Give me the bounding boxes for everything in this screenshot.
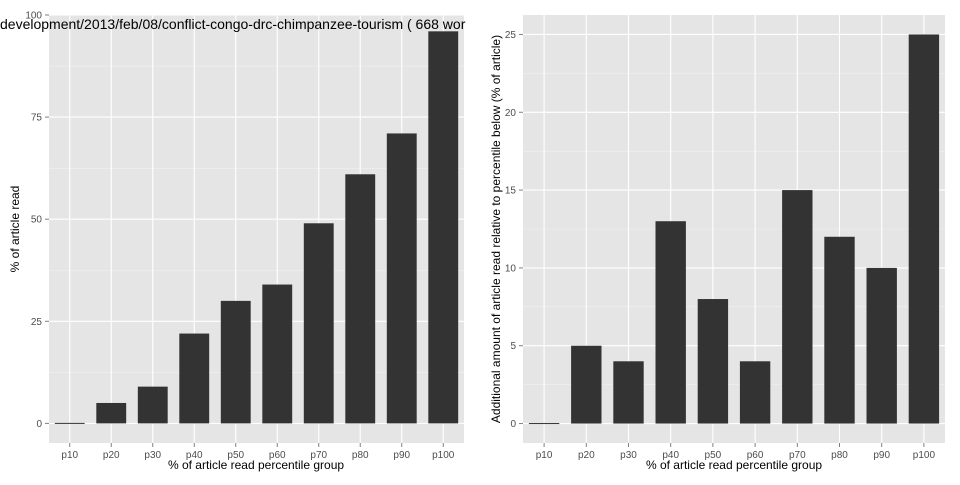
y-tick-label: 15 — [505, 186, 517, 197]
x-tick-label: p30 — [620, 450, 637, 461]
bar-p80 — [345, 174, 376, 424]
x-axis-title: % of article read percentile group — [168, 458, 344, 472]
y-tick-label: 20 — [505, 108, 517, 119]
bar-p80 — [824, 236, 855, 424]
y-tick-label: 75 — [31, 113, 43, 124]
bar-p60 — [739, 361, 771, 424]
y-tick-label: 0 — [510, 419, 516, 430]
chart-title: development/2013/feb/08/conflict-congo-d… — [0, 16, 466, 32]
x-tick-label: p100 — [913, 450, 936, 461]
x-tick-label: p70 — [789, 450, 806, 461]
bar-p70 — [782, 190, 813, 424]
x-tick-label: p50 — [705, 450, 722, 461]
chart-panel-1: 0 25 50 75 100 p10 p20 p30 p40 p50 p60 p70 p80 p90 p10… — [8, 11, 464, 472]
x-tick-label: p100 — [432, 450, 455, 461]
y-tick-label: 100 — [25, 11, 42, 22]
bar-p40 — [179, 333, 210, 424]
bar-p100 — [908, 34, 940, 424]
bar-p90 — [866, 267, 897, 424]
bar-p10 — [528, 423, 560, 425]
x-tick-label: p70 — [310, 450, 327, 461]
x-tick-label: p40 — [186, 450, 203, 461]
x-tick-label: p90 — [393, 450, 410, 461]
y-tick-label: 5 — [510, 341, 516, 352]
x-tick-label: p80 — [831, 450, 848, 461]
x-tick-label: p20 — [103, 450, 120, 461]
x-tick-label: p60 — [269, 450, 286, 461]
bar-p20 — [96, 402, 127, 424]
x-tick-label: p10 — [536, 450, 553, 461]
x-tick-label: p90 — [873, 450, 890, 461]
bar-p10 — [54, 422, 85, 424]
x-tick-label: p20 — [578, 450, 595, 461]
x-tick-label: p50 — [227, 450, 244, 461]
x-tick-label: p40 — [662, 450, 679, 461]
bar-p50 — [220, 300, 251, 424]
bar-p70 — [303, 223, 334, 424]
bar-p30 — [137, 386, 168, 424]
y-tick-label: 25 — [505, 30, 517, 41]
bar-p100 — [428, 31, 459, 424]
x-tick-label: p30 — [144, 450, 161, 461]
y-axis-title: Additional amount of article read relati… — [489, 35, 503, 423]
y-tick-label: 50 — [31, 215, 43, 226]
x-tick-label: p80 — [352, 450, 369, 461]
bar-p50 — [697, 299, 729, 424]
y-tick-label: 0 — [36, 419, 42, 430]
y-axis-title: % of article read — [8, 186, 22, 273]
bar-p90 — [386, 133, 417, 424]
chart-panel-2: 0 5 10 15 20 25 p10 p20 p30 p40 p50 p60 p70 p80 p90 p10… — [489, 15, 945, 472]
y-tick-label: 10 — [505, 263, 517, 274]
y-tick-label: 25 — [31, 317, 43, 328]
x-axis-title: % of article read percentile group — [646, 458, 822, 472]
x-tick-label: p60 — [747, 450, 764, 461]
x-tick-label: p10 — [61, 450, 78, 461]
bar-p20 — [571, 345, 602, 424]
bar-p40 — [655, 221, 686, 424]
bar-p60 — [262, 284, 293, 424]
bar-p30 — [613, 361, 644, 424]
